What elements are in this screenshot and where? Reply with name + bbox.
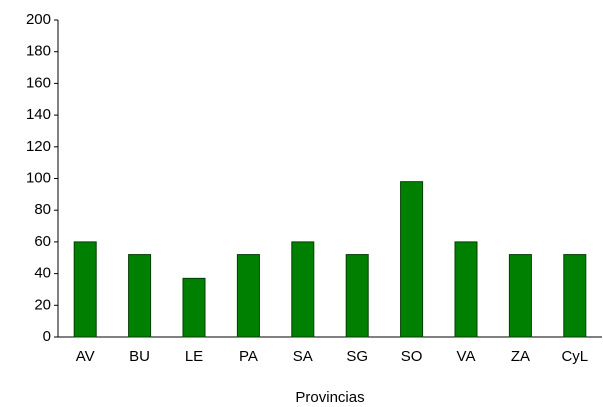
y-tick-label: 40 — [34, 265, 51, 282]
bar — [182, 277, 206, 338]
x-tick-label: SA — [293, 348, 313, 365]
y-tick-label: 180 — [26, 43, 51, 60]
y-tick-label: 20 — [34, 296, 51, 313]
y-tick-label: 200 — [26, 11, 51, 28]
x-tick-label: CyL — [561, 348, 588, 365]
bar — [563, 254, 587, 338]
bar — [128, 254, 152, 338]
bar — [236, 254, 260, 338]
bar — [291, 241, 315, 338]
x-tick-label: ZA — [511, 348, 530, 365]
y-tick-label: 0 — [43, 328, 51, 345]
bar — [454, 241, 478, 338]
x-tick-label: BU — [129, 348, 150, 365]
y-tick-label: 160 — [26, 74, 51, 91]
x-tick-label: PA — [239, 348, 258, 365]
bar — [345, 254, 369, 338]
bar — [73, 241, 97, 338]
x-tick-label: LE — [185, 348, 203, 365]
x-tick-label: VA — [457, 348, 476, 365]
y-tick-label: 120 — [26, 138, 51, 155]
bar — [400, 181, 424, 338]
x-axis-label: Provincias — [295, 389, 364, 406]
x-tick-label: SG — [346, 348, 368, 365]
y-tick-label: 60 — [34, 233, 51, 250]
x-tick-label: SO — [401, 348, 423, 365]
bar — [508, 254, 532, 338]
y-tick-label: 100 — [26, 169, 51, 186]
y-tick-label: 140 — [26, 106, 51, 123]
x-tick-label: AV — [76, 348, 95, 365]
y-tick-label: 80 — [34, 201, 51, 218]
